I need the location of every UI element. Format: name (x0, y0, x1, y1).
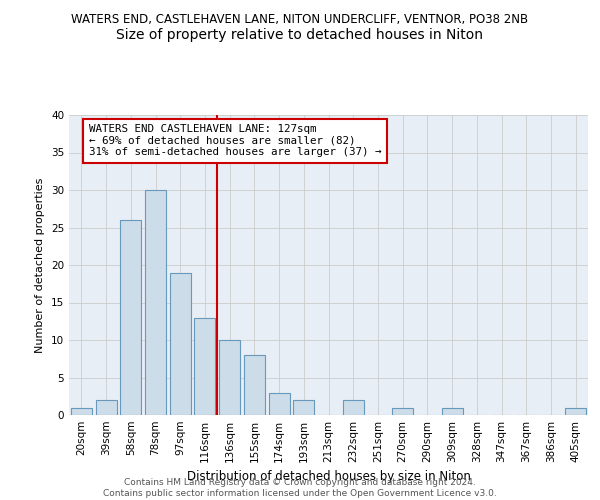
Bar (219, 340, 240, 415)
Bar (145, 190, 166, 415)
Bar (392, 408, 413, 415)
Bar (194, 318, 215, 415)
X-axis label: Distribution of detached houses by size in Niton: Distribution of detached houses by size … (187, 470, 470, 484)
Bar (343, 400, 364, 415)
Text: Contains HM Land Registry data © Crown copyright and database right 2024.
Contai: Contains HM Land Registry data © Crown c… (103, 478, 497, 498)
Text: WATERS END, CASTLEHAVEN LANE, NITON UNDERCLIFF, VENTNOR, PO38 2NB: WATERS END, CASTLEHAVEN LANE, NITON UNDE… (71, 12, 529, 26)
Bar (71, 408, 92, 415)
Text: Size of property relative to detached houses in Niton: Size of property relative to detached ho… (116, 28, 484, 42)
Bar (95, 400, 116, 415)
Y-axis label: Number of detached properties: Number of detached properties (35, 178, 46, 352)
Bar (120, 220, 141, 415)
Text: WATERS END CASTLEHAVEN LANE: 127sqm
← 69% of detached houses are smaller (82)
31: WATERS END CASTLEHAVEN LANE: 127sqm ← 69… (89, 124, 381, 157)
Bar (170, 272, 191, 415)
Bar (565, 408, 586, 415)
Bar (293, 400, 314, 415)
Bar (442, 408, 463, 415)
Bar (244, 355, 265, 415)
Bar (269, 392, 290, 415)
